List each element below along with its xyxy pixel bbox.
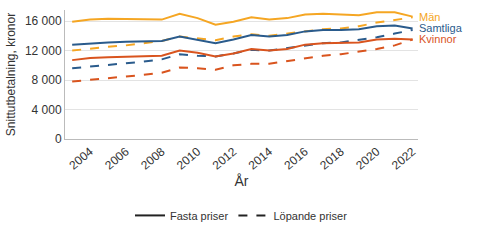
svg-text:Snittutbetalning, kronor: Snittutbetalning, kronor bbox=[4, 13, 18, 136]
svg-text:År: År bbox=[235, 173, 249, 189]
svg-text:8 000: 8 000 bbox=[32, 73, 62, 87]
svg-text:Samtliga: Samtliga bbox=[419, 22, 463, 34]
svg-text:Löpande priser: Löpande priser bbox=[273, 210, 347, 222]
svg-text:2014: 2014 bbox=[246, 144, 276, 172]
svg-text:12 000: 12 000 bbox=[25, 44, 62, 58]
svg-text:16 000: 16 000 bbox=[25, 14, 62, 28]
svg-text:2006: 2006 bbox=[102, 144, 132, 172]
svg-text:Fasta priser: Fasta priser bbox=[170, 210, 228, 222]
svg-text:4 000: 4 000 bbox=[32, 103, 62, 117]
svg-text:2018: 2018 bbox=[317, 144, 347, 172]
svg-text:2012: 2012 bbox=[210, 144, 240, 172]
svg-text:2016: 2016 bbox=[281, 144, 311, 172]
svg-text:2010: 2010 bbox=[174, 144, 204, 172]
svg-text:Män: Män bbox=[419, 11, 440, 23]
svg-text:Kvinnor: Kvinnor bbox=[419, 33, 457, 45]
svg-text:0: 0 bbox=[55, 132, 62, 146]
svg-text:2004: 2004 bbox=[66, 144, 96, 172]
svg-text:2022: 2022 bbox=[389, 144, 419, 172]
svg-text:2020: 2020 bbox=[353, 144, 383, 172]
svg-text:2008: 2008 bbox=[138, 144, 168, 172]
